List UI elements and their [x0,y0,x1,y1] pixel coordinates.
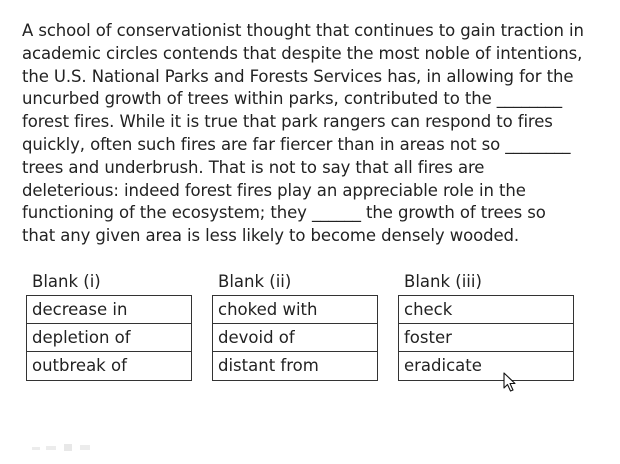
blank-iii-option-foster[interactable]: foster [399,324,573,352]
blank-i-option-depletion-of[interactable]: depletion of [27,324,191,352]
passage-line: deleterious: indeed forest fires play an… [22,180,526,200]
passage-line: forest fires. While it is true that park… [22,112,553,132]
blank-i-option-decrease-in[interactable]: decrease in [27,296,191,324]
mouse-pointer-icon [503,372,516,392]
blank-iii-option-check[interactable]: check [399,296,573,324]
passage-line: functioning of the ecosystem; they _____… [22,203,546,223]
passage-line: the U.S. National Parks and Forests Serv… [22,66,574,86]
blank-iii-heading: Blank (iii) [404,272,482,291]
passage-line: that any given area is less likely to be… [22,226,520,246]
passage-text: A school of conservationist thought that… [22,20,612,248]
blank-ii-options: choked with devoid of distant from [212,295,378,381]
blank-iii-option-eradicate[interactable]: eradicate [404,356,482,375]
passage-line: uncurbed growth of trees within parks, c… [22,89,562,109]
blank-ii-option-distant-from[interactable]: distant from [218,356,319,375]
passage-line: quickly, often such fires are far fierce… [22,134,571,154]
passage-line: A school of conservationist thought that… [22,21,584,40]
blank-i-heading: Blank (i) [32,272,101,291]
blank-i-column: Blank (i) decrease in depletion of outbr… [26,269,192,381]
blank-iii-options: check foster eradicate [398,295,574,381]
blank-i-options: decrease in depletion of outbreak of [26,295,192,381]
faint-watermark-icon [32,444,90,451]
blank-ii-option-choked-with[interactable]: choked with [213,296,377,324]
passage-line: academic circles contends that despite t… [22,43,583,63]
blank-iii-column: Blank (iii) check foster eradicate [398,269,574,381]
blank-i-option-outbreak-of[interactable]: outbreak of [32,356,127,375]
blank-ii-heading: Blank (ii) [218,272,292,291]
blank-ii-option-devoid-of[interactable]: devoid of [213,324,377,352]
blank-ii-column: Blank (ii) choked with devoid of distant… [212,269,378,381]
passage-line: trees and underbrush. That is not to say… [22,157,485,177]
